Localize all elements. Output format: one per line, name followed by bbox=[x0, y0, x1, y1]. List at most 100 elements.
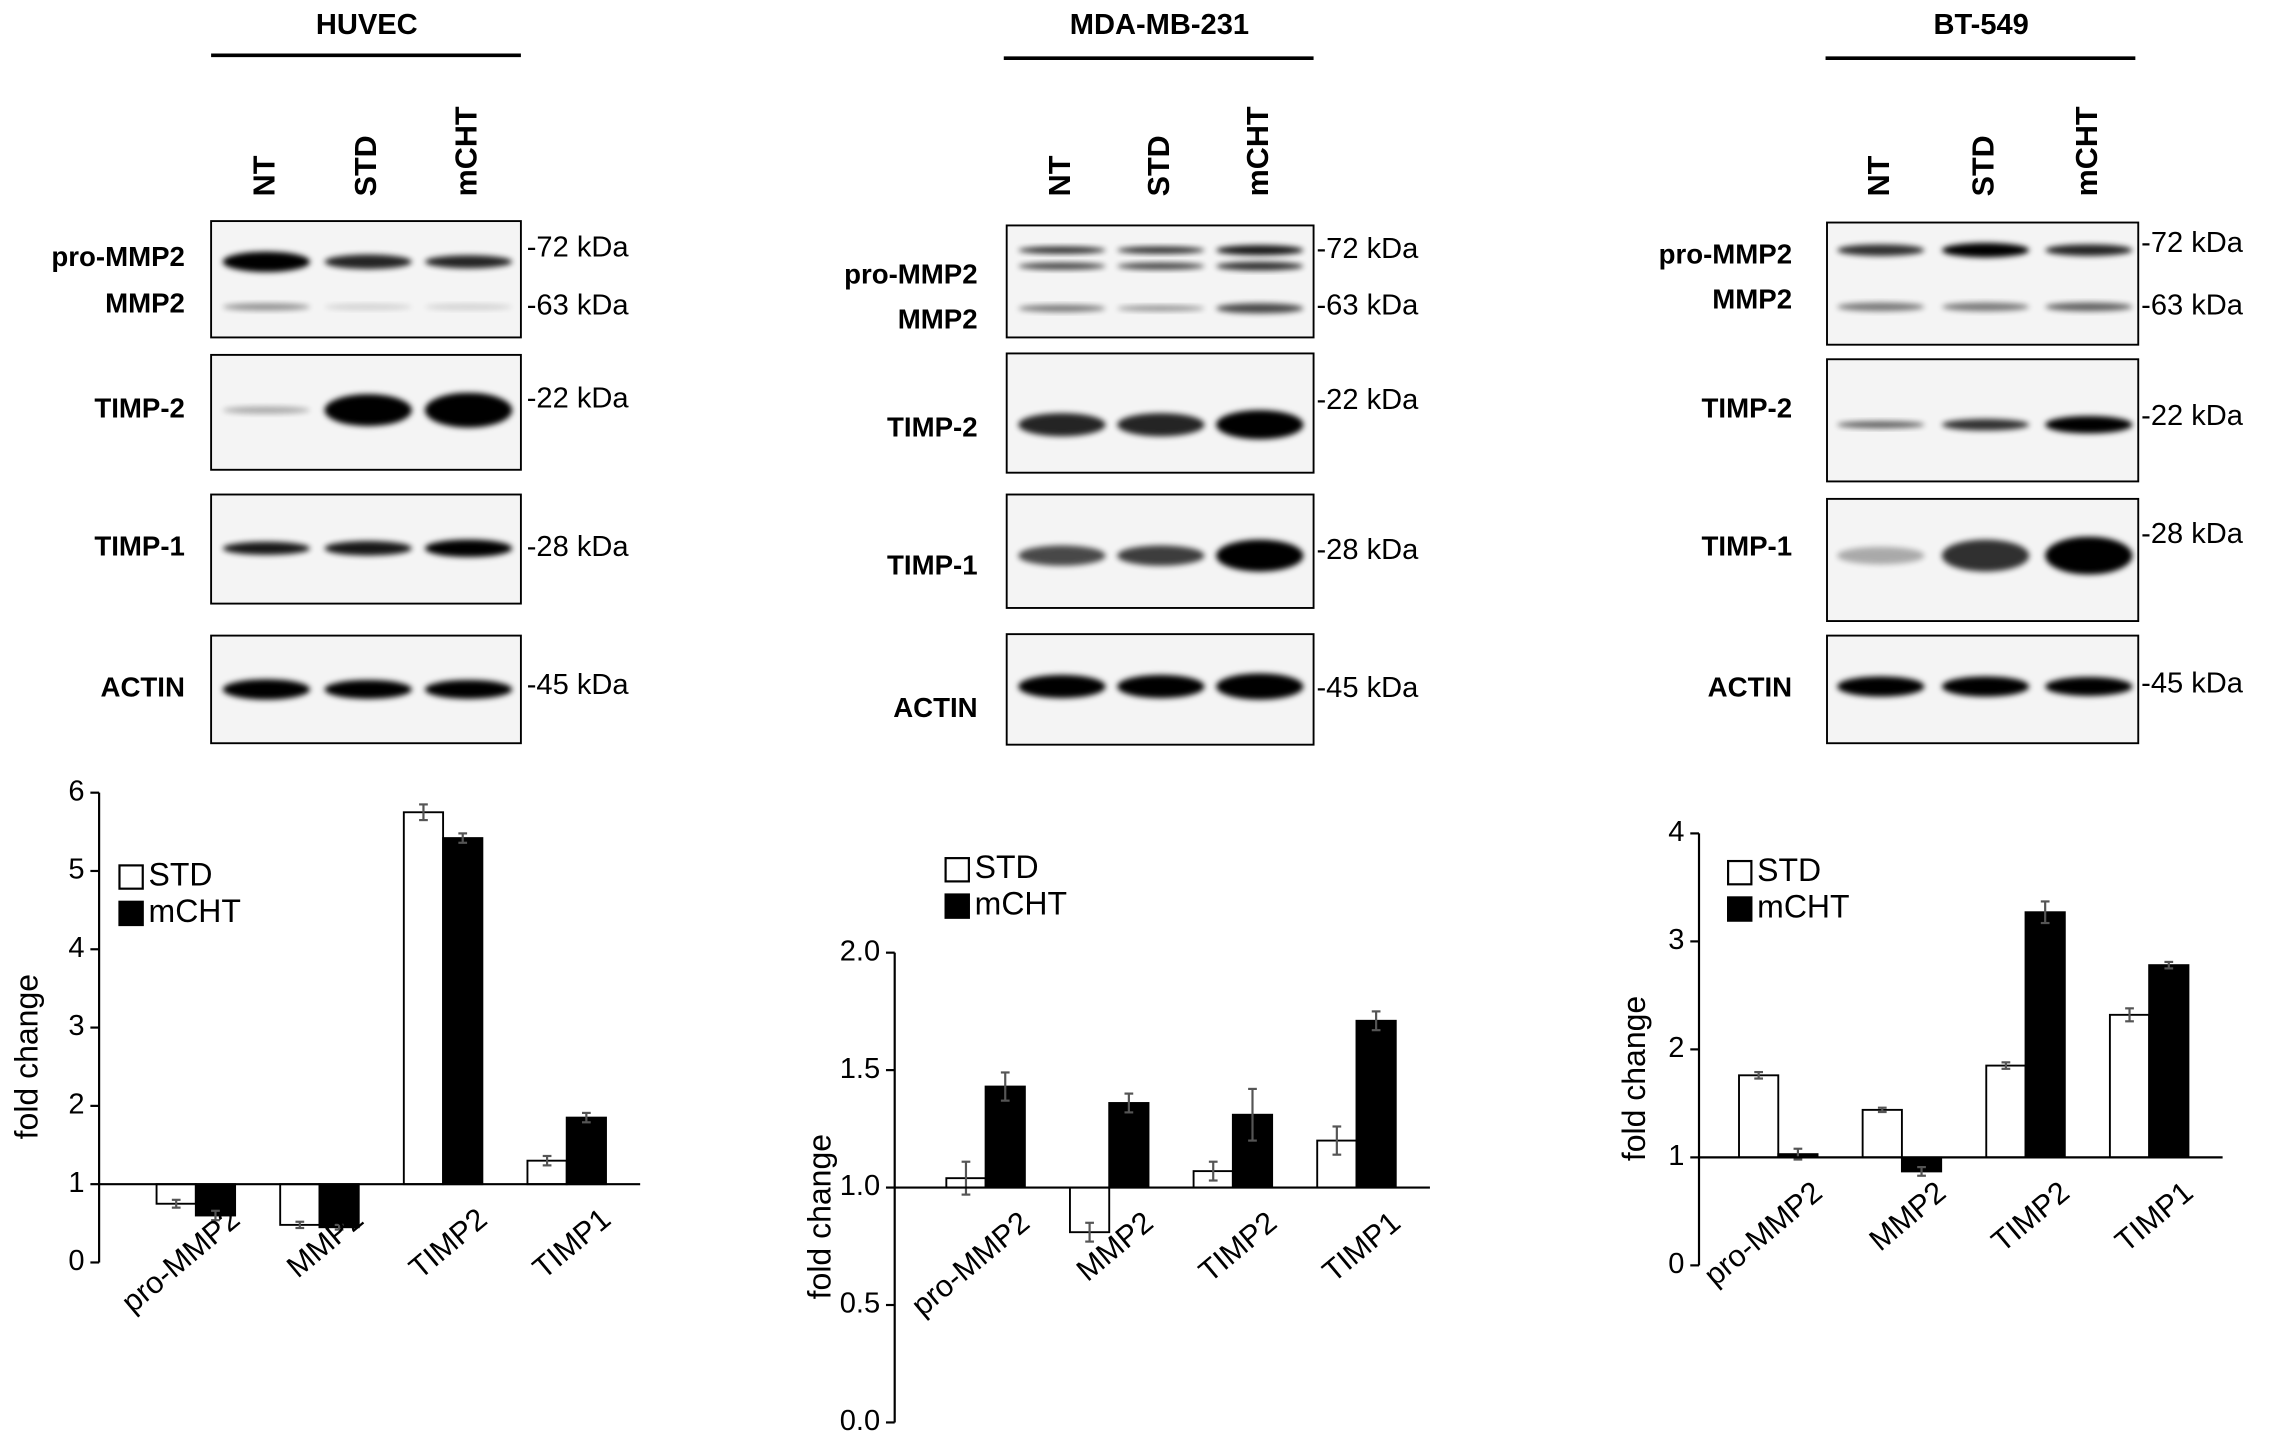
marker-label: -63 kDa bbox=[527, 290, 630, 322]
band bbox=[1941, 676, 2030, 697]
legend-swatch bbox=[1727, 859, 1753, 886]
error-bar bbox=[542, 1154, 552, 1167]
x-tick-label: pro-MMP2 bbox=[115, 1202, 246, 1320]
band bbox=[424, 392, 513, 428]
error-bar bbox=[1085, 1221, 1094, 1243]
protein-label: ACTIN bbox=[1708, 672, 1792, 703]
legend-label: STD bbox=[975, 849, 1039, 885]
y-tick-label: 3 bbox=[68, 1010, 84, 1042]
bar bbox=[1738, 1074, 1780, 1159]
protein-label: ACTIN bbox=[893, 692, 977, 723]
band bbox=[1117, 305, 1205, 312]
legend-label: mCHT bbox=[975, 886, 1067, 922]
protein-label: pro-MMP2 bbox=[1659, 238, 1793, 269]
lane-label: mCHT bbox=[1241, 106, 1275, 196]
band bbox=[1837, 676, 1925, 697]
blot-title: BT-549 bbox=[1933, 9, 2028, 41]
band bbox=[424, 539, 513, 558]
bar bbox=[1861, 1108, 1903, 1159]
band bbox=[1837, 302, 1925, 312]
protein-label: MMP2 bbox=[898, 304, 978, 335]
band bbox=[1216, 539, 1304, 572]
legend-swatch bbox=[1727, 896, 1753, 922]
error-bar bbox=[1000, 1071, 1010, 1102]
protein-label: ACTIN bbox=[101, 672, 185, 703]
bar bbox=[1985, 1064, 2027, 1159]
band bbox=[1837, 546, 1925, 565]
band bbox=[324, 541, 412, 556]
band bbox=[222, 303, 311, 311]
band bbox=[222, 679, 311, 700]
error-bar bbox=[334, 1223, 344, 1231]
x-tick-label: pro-MMP2 bbox=[905, 1205, 1036, 1323]
error-bar bbox=[419, 803, 428, 822]
band bbox=[1018, 246, 1106, 254]
lane-label: mCHT bbox=[450, 106, 484, 196]
band bbox=[1216, 410, 1304, 440]
x-tick-label: TIMP2 bbox=[403, 1202, 494, 1286]
error-bar bbox=[171, 1198, 181, 1209]
marker-label: -45 kDa bbox=[2141, 668, 2244, 700]
band bbox=[222, 541, 311, 555]
lane-label: STD bbox=[349, 135, 383, 196]
error-bar bbox=[581, 1111, 591, 1124]
band bbox=[1216, 673, 1304, 700]
band bbox=[1117, 262, 1205, 270]
bar bbox=[402, 811, 445, 1186]
protein-label: TIMP-2 bbox=[887, 411, 978, 442]
y-tick-label: 1 bbox=[68, 1167, 84, 1199]
band bbox=[1117, 246, 1205, 254]
error-bar bbox=[961, 1160, 971, 1196]
y-axis-label: fold change bbox=[801, 1134, 837, 1299]
y-tick-label: 5 bbox=[68, 854, 84, 886]
y-tick-label: 3 bbox=[1668, 924, 1684, 956]
error-bar bbox=[1877, 1106, 1887, 1114]
bar bbox=[565, 1116, 607, 1186]
x-tick-label: TIMP2 bbox=[1985, 1175, 2076, 1259]
error-bar bbox=[2164, 960, 2174, 970]
bar bbox=[1355, 1019, 1397, 1189]
marker-label: -63 kDa bbox=[1316, 290, 1419, 322]
band bbox=[1216, 303, 1304, 314]
legend-label: STD bbox=[1757, 852, 1821, 888]
y-tick-label: 0.0 bbox=[840, 1405, 880, 1437]
y-tick-label: 1.0 bbox=[840, 1170, 880, 1202]
band bbox=[1018, 674, 1106, 699]
marker-label: -63 kDa bbox=[2141, 290, 2244, 322]
band bbox=[1117, 545, 1205, 566]
marker-label: -28 kDa bbox=[2141, 518, 2244, 550]
band bbox=[2045, 536, 2133, 575]
lane-label: NT bbox=[1862, 155, 1896, 196]
x-tick-label: TIMP2 bbox=[1193, 1205, 1284, 1289]
y-tick-label: 2 bbox=[1668, 1032, 1684, 1064]
y-tick-label: 0.5 bbox=[840, 1288, 880, 1320]
marker-label: -72 kDa bbox=[2141, 227, 2244, 259]
y-tick-label: 1.5 bbox=[840, 1053, 880, 1085]
error-bar bbox=[2001, 1061, 2011, 1070]
marker-label: -72 kDa bbox=[1316, 233, 1419, 265]
y-tick-label: 2 bbox=[68, 1089, 84, 1121]
band bbox=[424, 679, 513, 699]
x-tick-label: MMP2 bbox=[1863, 1175, 1952, 1258]
error-bar bbox=[458, 832, 468, 844]
legend-label: STD bbox=[149, 856, 213, 892]
marker-label: -28 kDa bbox=[1316, 534, 1419, 566]
y-axis-label: fold change bbox=[1616, 996, 1652, 1161]
y-tick-label: 0 bbox=[1668, 1248, 1684, 1280]
y-tick-label: 4 bbox=[68, 932, 84, 964]
band bbox=[324, 679, 412, 699]
protein-label: TIMP-2 bbox=[1702, 392, 1793, 423]
x-tick-label: pro-MMP2 bbox=[1698, 1175, 1829, 1293]
band bbox=[1117, 413, 1205, 437]
band bbox=[1941, 242, 2030, 258]
lane-label: mCHT bbox=[2070, 106, 2104, 196]
band bbox=[1837, 244, 1925, 256]
band bbox=[222, 251, 311, 272]
error-bar bbox=[1917, 1166, 1926, 1177]
marker-label: -72 kDa bbox=[527, 231, 630, 263]
x-tick-label: TIMP1 bbox=[526, 1202, 617, 1286]
lane-label: NT bbox=[247, 155, 281, 196]
legend-swatch bbox=[944, 893, 970, 919]
